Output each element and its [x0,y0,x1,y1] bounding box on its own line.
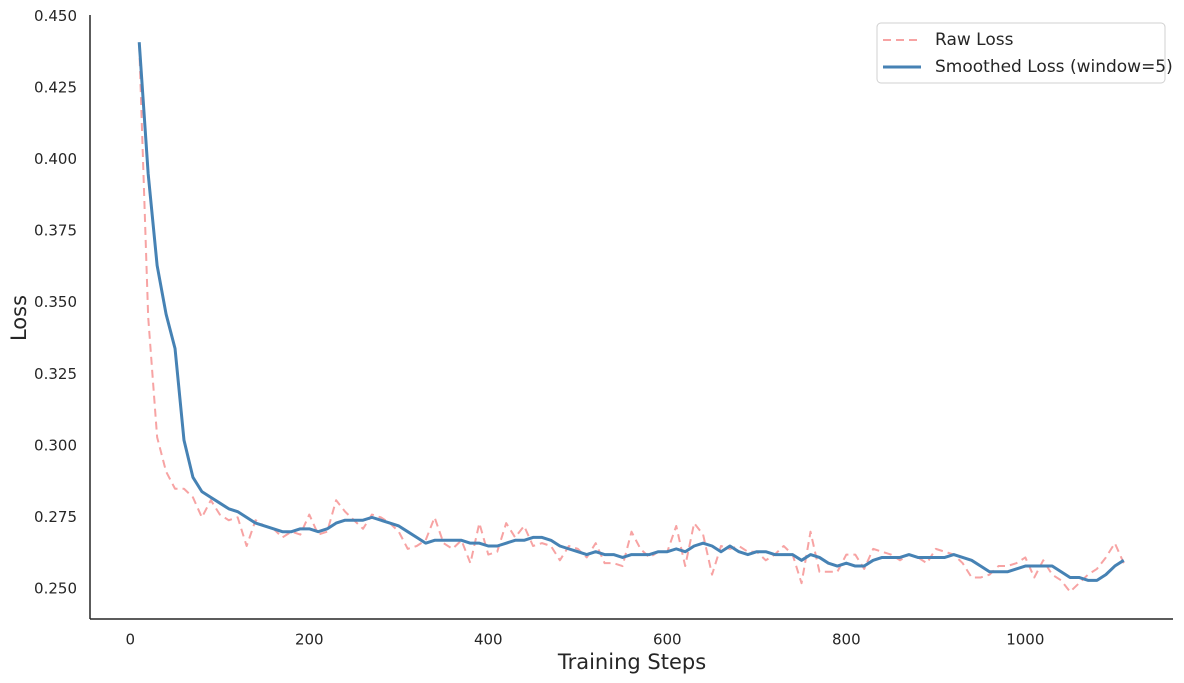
x-tick-label: 1000 [1006,631,1044,649]
y-tick-label: 0.400 [34,150,77,168]
legend-label: Smoothed Loss (window=5) [935,57,1173,77]
x-tick-label: 200 [295,631,324,649]
legend-box [876,22,1166,84]
y-tick-label: 0.275 [34,508,77,526]
x-tick-label: 600 [653,631,682,649]
y-tick-label: 0.325 [34,365,77,383]
x-tick-label: 0 [126,631,136,649]
y-tick-label: 0.450 [34,7,77,25]
y-tick-label: 0.250 [34,579,77,597]
y-tick-label: 0.425 [34,78,77,96]
series-line [137,42,1125,582]
y-tick-label: 0.350 [34,293,77,311]
x-tick-label: 400 [474,631,503,649]
x-axis-label: Training Steps [557,650,706,674]
x-tick-label: 800 [832,631,861,649]
y-tick-label: 0.300 [34,436,77,454]
series-line [138,45,1125,593]
y-axis-label: Loss [7,295,31,341]
y-tick-label: 0.375 [34,222,77,240]
legend-label: Raw Loss [935,30,1014,50]
